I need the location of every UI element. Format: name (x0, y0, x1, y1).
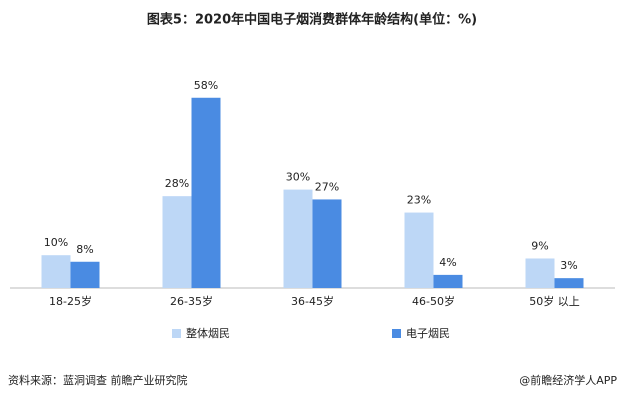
credit: @前瞻经济学人APP (519, 373, 617, 387)
value-label: 58% (194, 79, 218, 92)
value-label: 3% (560, 259, 577, 272)
legend-swatch (172, 329, 181, 338)
bar (41, 255, 71, 288)
x-tick-label: 18-25岁 (49, 294, 92, 308)
bar (312, 199, 342, 288)
x-tick-label: 26-35岁 (170, 294, 213, 308)
value-label: 28% (165, 177, 189, 190)
bar (433, 274, 463, 288)
bar (404, 212, 434, 288)
bar (70, 261, 100, 288)
x-tick-label: 50岁 以上 (529, 294, 580, 308)
bar (191, 97, 221, 288)
value-label: 30% (286, 171, 310, 184)
x-tick-label: 46-50岁 (412, 294, 455, 308)
bar (162, 196, 192, 288)
bar (525, 258, 555, 288)
value-label: 4% (439, 256, 456, 269)
legend-swatch (392, 329, 401, 338)
legend-label: 电子烟民 (406, 326, 450, 340)
value-label: 10% (44, 236, 68, 249)
chart-title: 图表5：2020年中国电子烟消费群体年龄结构(单位：%) (147, 12, 477, 28)
bar (283, 189, 313, 288)
source: 资料来源：蓝洞调查 前瞻产业研究院 (8, 373, 188, 387)
value-label: 9% (531, 239, 548, 252)
bar (554, 278, 584, 288)
legend-label: 整体烟民 (186, 326, 230, 340)
value-label: 23% (407, 194, 431, 207)
value-label: 8% (76, 243, 93, 256)
x-tick-label: 36-45岁 (291, 294, 334, 308)
value-label: 27% (315, 180, 339, 193)
